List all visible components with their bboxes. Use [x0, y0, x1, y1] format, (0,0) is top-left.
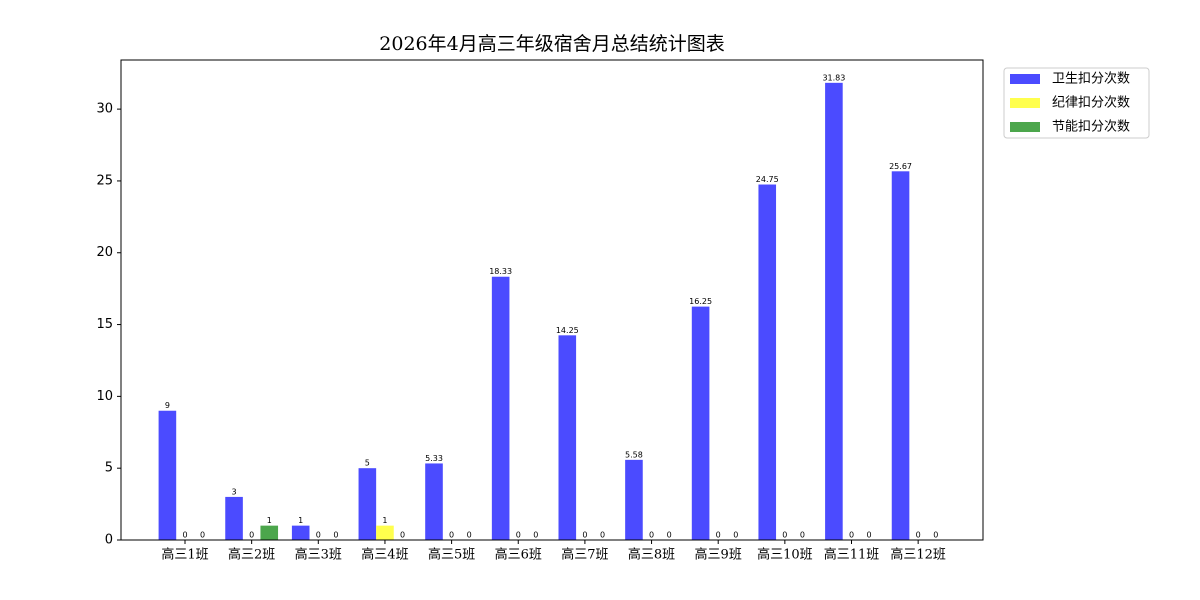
- value-label: 0: [533, 531, 538, 540]
- value-label: 0: [716, 531, 721, 540]
- value-label: 5.58: [625, 450, 643, 459]
- x-tick-label: 高三2班: [228, 547, 275, 563]
- value-label: 0: [249, 531, 254, 540]
- y-tick-label: 20: [96, 245, 113, 260]
- value-label: 0: [449, 531, 454, 540]
- bar: [376, 525, 394, 540]
- value-label: 0: [182, 531, 187, 540]
- value-label: 1: [298, 516, 303, 525]
- value-label: 0: [649, 531, 654, 540]
- plot-frame: [120, 59, 984, 541]
- value-label: 0: [600, 531, 605, 540]
- value-label: 18.33: [489, 267, 512, 276]
- x-tick-label: 高三5班: [428, 547, 475, 563]
- value-label: 25.67: [889, 162, 912, 171]
- bar: [558, 335, 577, 540]
- value-label: 0: [800, 531, 805, 540]
- value-label: 0: [916, 531, 921, 540]
- value-label: 0: [582, 531, 587, 540]
- bar: [158, 410, 177, 540]
- legend-box: [1003, 67, 1150, 139]
- value-label: 1: [267, 516, 272, 525]
- value-label: 0: [849, 531, 854, 540]
- value-label: 5.33: [425, 454, 443, 463]
- y-tick-label: 25: [96, 173, 113, 188]
- value-label: 31.83: [822, 73, 845, 82]
- x-tick-label: 高三8班: [628, 547, 675, 563]
- bar: [425, 463, 443, 540]
- legend-label: 节能扣分次数: [1052, 119, 1130, 135]
- x-tick-label: 高三4班: [361, 547, 408, 563]
- bar: [825, 82, 843, 541]
- legend-swatch: [1010, 98, 1040, 108]
- x-tick-label: 高三1班: [161, 547, 208, 563]
- x-tick-label: 高三3班: [295, 547, 342, 563]
- value-label: 5: [365, 459, 370, 468]
- value-label: 0: [400, 531, 405, 540]
- bar: [260, 525, 279, 540]
- value-label: 24.75: [756, 175, 779, 184]
- value-label: 14.25: [556, 326, 579, 335]
- bar: [891, 171, 910, 540]
- value-label: 0: [516, 531, 521, 540]
- x-tick-label: 高三7班: [561, 547, 608, 563]
- y-tick-label: 30: [96, 102, 113, 117]
- y-tick-label: 10: [96, 389, 113, 404]
- bar: [691, 306, 710, 540]
- x-tick-label: 高三10班: [757, 547, 813, 563]
- x-tick-label: 高三6班: [495, 547, 542, 563]
- bar: [491, 276, 510, 540]
- y-tick-label: 5: [105, 461, 113, 476]
- x-tick-label: 高三9班: [695, 547, 742, 563]
- value-label: 3: [232, 487, 237, 496]
- x-tick-label: 高三12班: [890, 547, 946, 563]
- value-label: 0: [467, 531, 472, 540]
- bar: [625, 459, 643, 540]
- value-label: 0: [867, 531, 872, 540]
- value-label: 0: [316, 531, 321, 540]
- value-label: 1: [382, 516, 387, 525]
- x-tick-label: 高三11班: [824, 547, 880, 563]
- legend-label: 卫生扣分次数: [1052, 71, 1130, 87]
- legend-swatch: [1010, 74, 1040, 84]
- legend-swatch: [1010, 122, 1040, 132]
- value-label: 9: [165, 401, 170, 410]
- y-tick-label: 0: [105, 533, 113, 548]
- value-label: 16.25: [689, 297, 712, 306]
- value-label: 0: [733, 531, 738, 540]
- value-label: 0: [667, 531, 672, 540]
- y-tick-label: 15: [96, 317, 113, 332]
- chart-title: 2026年4月高三年级宿舍月总结统计图表: [379, 33, 724, 55]
- value-label: 0: [782, 531, 787, 540]
- bar: [291, 525, 310, 540]
- value-label: 0: [933, 531, 938, 540]
- value-label: 0: [333, 531, 338, 540]
- bar: [758, 184, 777, 540]
- bar: [358, 468, 377, 540]
- value-label: 0: [200, 531, 205, 540]
- bar: [225, 496, 243, 540]
- legend-label: 纪律扣分次数: [1052, 95, 1130, 111]
